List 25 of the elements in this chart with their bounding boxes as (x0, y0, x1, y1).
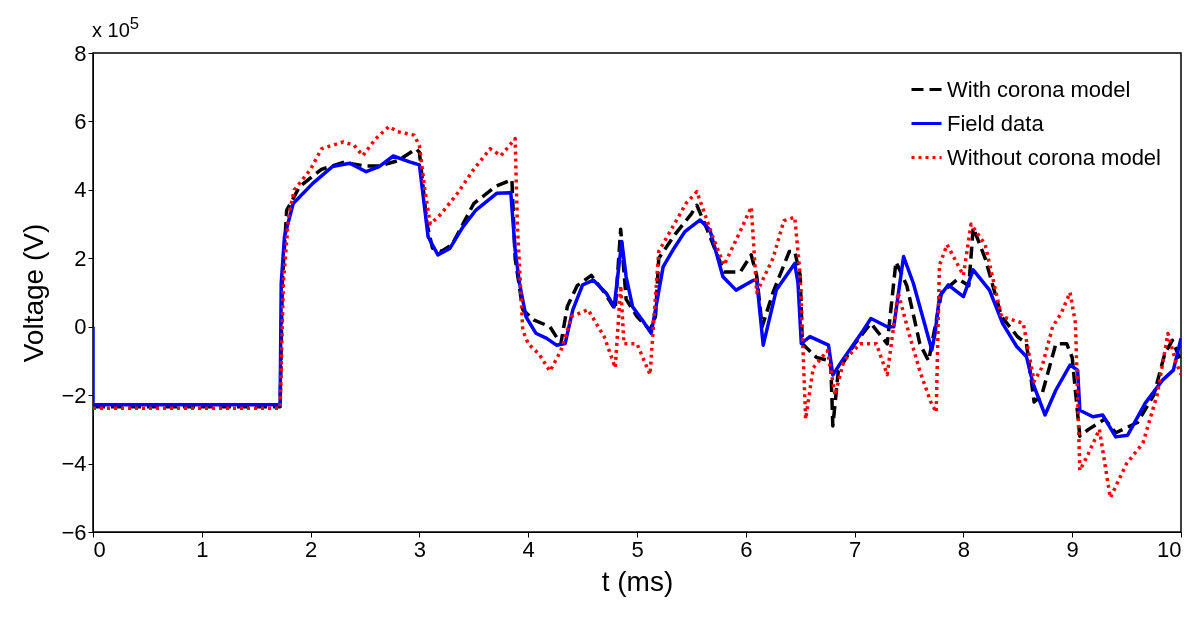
y-tick-label: −2 (61, 382, 87, 408)
x-tick-label: 2 (304, 536, 318, 562)
x-tick-label: 4 (522, 536, 535, 562)
text: x 10$^{5}$ (92, 14, 140, 42)
x-tick-label: 9 (1066, 536, 1079, 562)
x-tick-label: 5 (631, 536, 644, 562)
y-tick-label: −4 (61, 451, 87, 477)
x-tick-label: 1 (196, 536, 209, 562)
y-tick-label: 4 (74, 177, 87, 203)
x-tick-label: 6 (740, 536, 753, 562)
y-tick-label: 0 (74, 314, 87, 340)
y-tick-label: 2 (74, 245, 87, 271)
x-tick-label: 0 (93, 536, 106, 562)
legend-label: Field data (947, 110, 1045, 136)
x-tick-label: 10 (1157, 536, 1182, 562)
y-tick-label: −6 (61, 519, 87, 545)
x-tick-label: 7 (848, 536, 862, 562)
x-tick-label: 8 (957, 536, 971, 562)
y-tick-label: 6 (74, 108, 87, 134)
legend-label: Without corona model (947, 144, 1161, 170)
y-axis-title: Voltage (V) (18, 223, 50, 363)
x-tick-label: 3 (413, 536, 427, 562)
y-tick-label: 8 (74, 40, 87, 66)
legend-label: With corona model (947, 76, 1131, 102)
x-axis-title: t (ms) (601, 565, 674, 597)
